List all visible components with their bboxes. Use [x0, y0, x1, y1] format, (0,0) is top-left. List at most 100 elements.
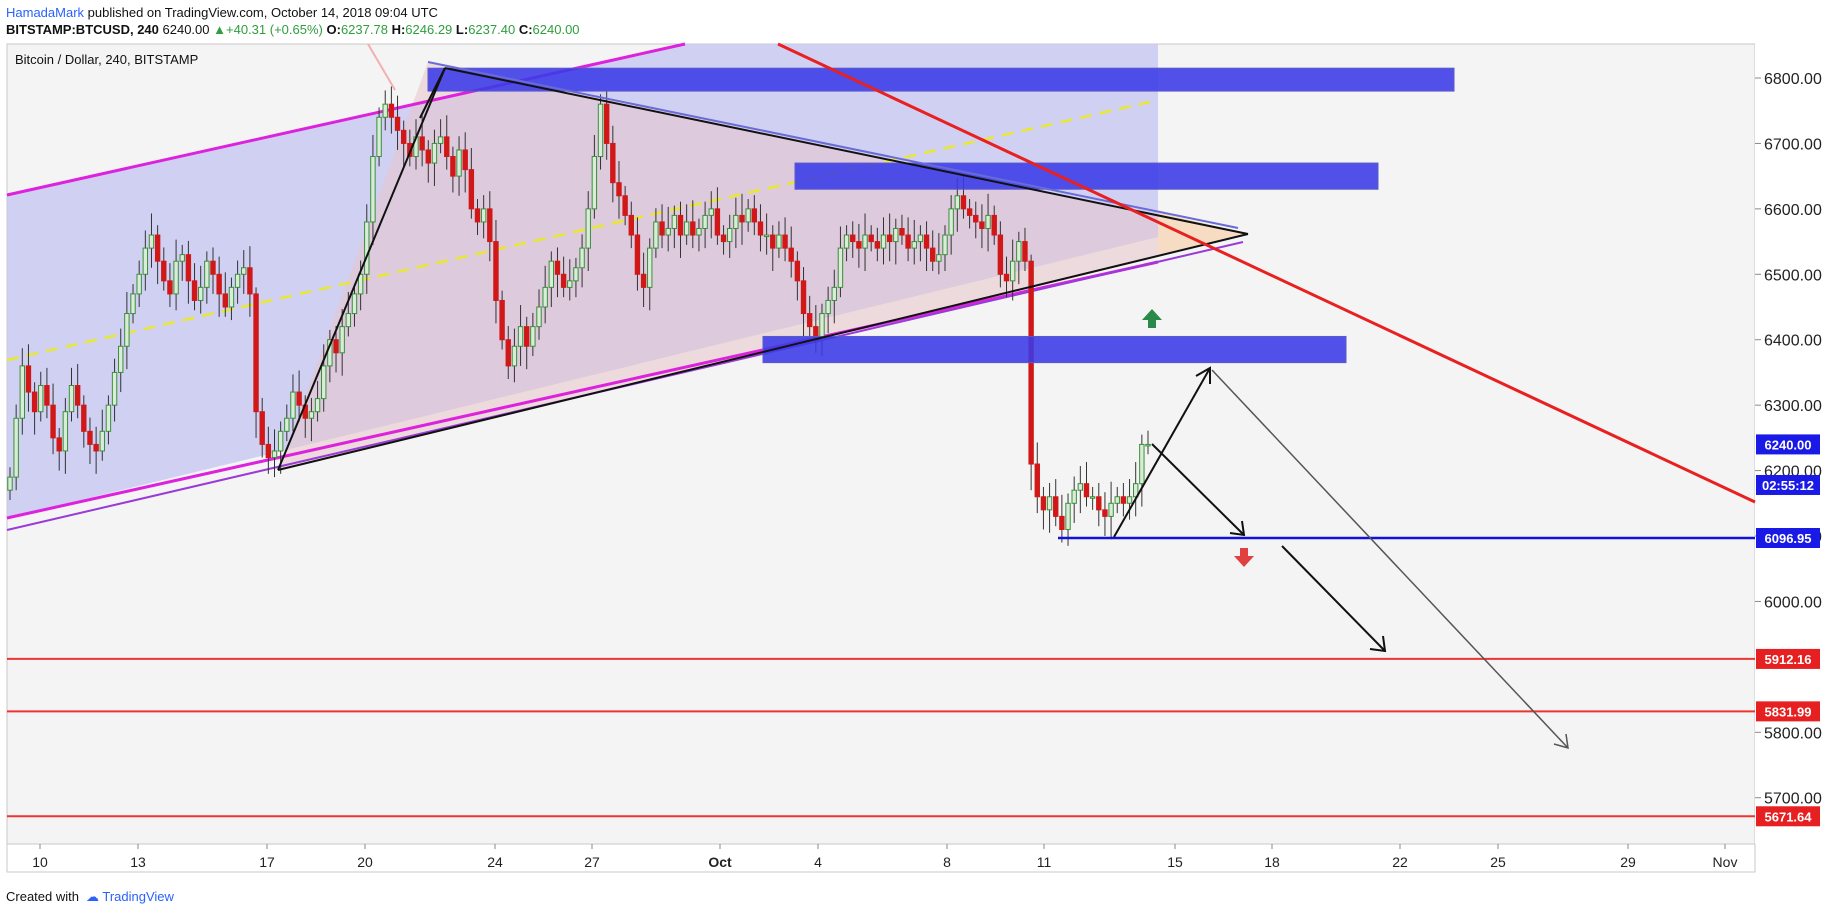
candle [923, 234, 930, 249]
candle [216, 273, 222, 295]
candle [591, 156, 598, 210]
price-badge [1756, 434, 1820, 455]
candle [259, 411, 265, 445]
candle [56, 437, 62, 452]
projection-long-path [1211, 369, 1569, 749]
candle [899, 227, 905, 236]
candle [1083, 483, 1090, 498]
candle [50, 404, 56, 439]
x-tick-label: 22 [1392, 854, 1408, 870]
candle [179, 254, 185, 262]
tradingview-logo-icon[interactable]: ☁ TradingView [86, 889, 174, 904]
candle [567, 280, 573, 288]
candle [800, 280, 807, 315]
candle [862, 234, 868, 249]
candle [548, 260, 555, 288]
candle [979, 221, 985, 229]
candle [653, 221, 659, 249]
candle [683, 221, 690, 236]
projection-down-path [1281, 545, 1386, 652]
candle [850, 234, 856, 243]
candle [38, 385, 44, 413]
candle [290, 391, 296, 419]
candle [62, 411, 69, 452]
candle [776, 234, 782, 249]
candle [210, 260, 216, 275]
candle [74, 385, 81, 406]
candle [142, 247, 149, 275]
candle [185, 254, 192, 282]
candle [911, 241, 917, 249]
candle [1046, 496, 1053, 511]
candle [19, 365, 26, 419]
triangle-left-line [277, 67, 446, 471]
candle [136, 273, 142, 295]
candle [739, 214, 745, 223]
candle [1096, 496, 1102, 511]
candle [222, 293, 228, 308]
candle [431, 142, 438, 164]
up-arrow-icon: ▲ [213, 22, 227, 37]
y-tick-label: 6700.00 [1764, 136, 1822, 153]
candle [985, 214, 991, 229]
candle [733, 214, 739, 229]
candle [893, 227, 899, 243]
candle [1022, 241, 1028, 262]
channel-bottom-line [6, 260, 1159, 520]
triangle-fill [278, 62, 1248, 470]
candle [81, 404, 87, 432]
candle [314, 398, 321, 413]
candle [388, 103, 395, 118]
candle [622, 195, 628, 216]
candle [647, 247, 653, 288]
candle [148, 234, 155, 249]
price-badge-label: 5831.99 [1765, 704, 1812, 719]
author-link[interactable]: HamadaMark [6, 5, 85, 20]
triangle-upper-line-2 [427, 61, 1239, 229]
candle [837, 247, 844, 288]
triangle-upper-line [444, 67, 1249, 235]
candle [628, 214, 634, 236]
green-up-arrow-icon [1142, 309, 1162, 328]
candle [197, 286, 204, 301]
candle [1145, 443, 1151, 447]
x-tick-label: Nov [1713, 854, 1738, 870]
candle [610, 142, 616, 184]
chart-footer: Created with ☁ TradingView [0, 883, 1828, 913]
price-badge [1756, 528, 1820, 549]
candle [204, 260, 210, 288]
arrowhead-down-icon [1369, 635, 1387, 653]
chart-title: Bitcoin / Dollar, 240, BITSTAMP [15, 52, 198, 67]
candle [1003, 273, 1010, 282]
candle [333, 339, 339, 354]
arrowhead-up-icon [1195, 366, 1211, 384]
candle [505, 339, 511, 367]
candle [616, 182, 622, 197]
candle [370, 156, 376, 223]
price-badge-label: 6240.00 [1765, 437, 1812, 452]
candle [124, 313, 130, 347]
candle [1139, 443, 1145, 485]
candle [954, 195, 961, 210]
tradingview-brand[interactable]: TradingView [102, 889, 174, 904]
y-tick-label: 6300.00 [1764, 398, 1822, 415]
candle [425, 149, 431, 164]
candle [99, 430, 105, 452]
x-tick-label: 4 [814, 854, 822, 870]
candle [708, 208, 714, 216]
candle [806, 313, 813, 328]
candle [234, 273, 241, 288]
candle [277, 430, 284, 452]
candle [25, 365, 32, 393]
faint-trend-line [367, 43, 396, 91]
candle [1059, 515, 1065, 530]
candle [1132, 483, 1139, 498]
candle [930, 247, 936, 262]
candle [1089, 496, 1096, 499]
publish-info: HamadaMark published on TradingView.com,… [6, 5, 438, 20]
candle [474, 208, 481, 223]
candle [991, 214, 997, 236]
candle [351, 293, 358, 315]
candle [480, 208, 487, 223]
